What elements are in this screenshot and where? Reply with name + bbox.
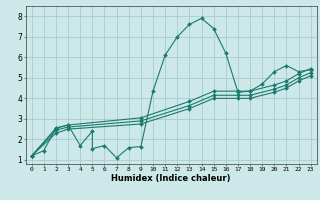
X-axis label: Humidex (Indice chaleur): Humidex (Indice chaleur) — [111, 174, 231, 183]
